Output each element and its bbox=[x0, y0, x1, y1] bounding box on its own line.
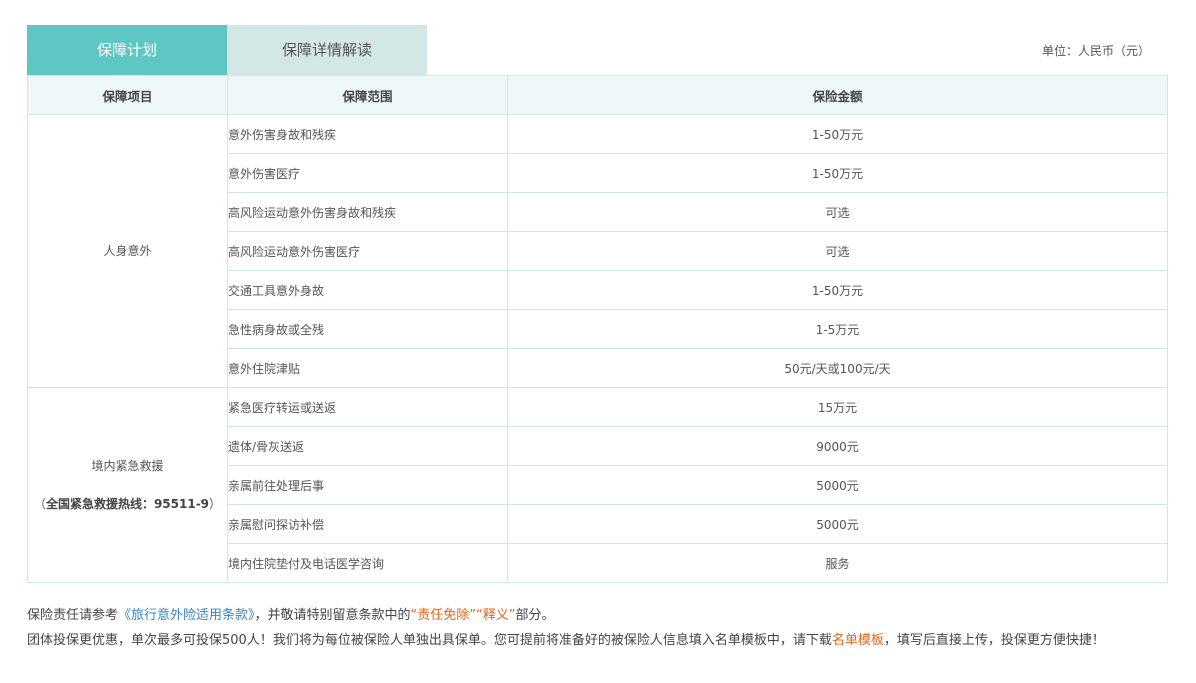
category-domestic-emergency-rescue: 境内紧急救援 （全国紧急救援热线：95511-9） bbox=[27, 387, 228, 583]
scope-cell: 意外伤害身故和残疾 bbox=[227, 114, 508, 154]
amount-cell: 1-50万元 bbox=[507, 153, 1168, 193]
hotline-close-paren: ） bbox=[209, 497, 222, 511]
amount-cell: 1-50万元 bbox=[507, 114, 1168, 154]
currency-unit-label: 单位：人民币（元） bbox=[1041, 44, 1150, 58]
tab-coverage-details[interactable]: 保障详情解读 bbox=[227, 25, 427, 75]
amount-cell: 服务 bbox=[507, 543, 1168, 583]
table-header-row: 保障项目 保障范围 保险金额 bbox=[27, 75, 1168, 115]
table-row: 交通工具意外身故 1-50万元 bbox=[28, 270, 1168, 310]
terms-link[interactable]: 《旅行意外险适用条款》 bbox=[118, 608, 255, 623]
scope-cell: 高风险运动意外伤害身故和残疾 bbox=[227, 192, 508, 232]
terms-note-suffix: 部分。 bbox=[515, 608, 555, 623]
amount-cell: 1-50万元 bbox=[507, 270, 1168, 310]
category-personal-accident: 人身意外 bbox=[27, 114, 228, 388]
table-row: 急性病身故或全残 1-5万元 bbox=[28, 309, 1168, 349]
terms-note-prefix: 保险责任请参考 bbox=[27, 608, 119, 623]
scope-cell: 意外住院津贴 bbox=[227, 348, 508, 388]
terms-note-middle: ，并敬请特别留意条款中的 bbox=[254, 608, 411, 623]
scope-cell: 境内住院垫付及电话医学咨询 bbox=[227, 543, 508, 583]
table-row: 境内紧急救援 （全国紧急救援热线：95511-9） 紧急医疗转运或送返 15万元 bbox=[27, 387, 1168, 583]
scope-cell: 急性病身故或全残 bbox=[227, 309, 508, 349]
category-label: 境内紧急救援 bbox=[91, 459, 164, 473]
table-row: 亲属前往处理后事 5000元 bbox=[28, 465, 1168, 505]
hotline-text: 全国紧急救援热线：95511-9 bbox=[45, 497, 210, 511]
column-header-item: 保障项目 bbox=[27, 75, 228, 115]
rescue-hotline: （全国紧急救援热线：95511-9） bbox=[28, 494, 227, 514]
amount-cell: 15万元 bbox=[507, 387, 1168, 427]
roster-template-link[interactable]: 名单模板 bbox=[831, 633, 884, 648]
table-row: 高风险运动意外伤害医疗 可选 bbox=[28, 231, 1168, 271]
interpretation-link[interactable]: “释义” bbox=[476, 608, 516, 623]
table-row: 遗体/骨灰送返 9000元 bbox=[28, 426, 1168, 466]
scope-cell: 亲属前往处理后事 bbox=[227, 465, 508, 505]
scope-cell: 意外伤害医疗 bbox=[227, 153, 508, 193]
scope-cell: 紧急医疗转运或送返 bbox=[227, 387, 508, 427]
terms-note: 保险责任请参考《旅行意外险适用条款》，并敬请特别留意条款中的“责任免除”“释义”… bbox=[27, 603, 1172, 628]
policy-notes: 保险责任请参考《旅行意外险适用条款》，并敬请特别留意条款中的“责任免除”“释义”… bbox=[27, 603, 1172, 653]
table-row: 人身意外 意外伤害身故和残疾 1-50万元 bbox=[27, 114, 1168, 388]
hotline-open-paren: （ bbox=[33, 497, 46, 511]
amount-cell: 50元/天或100元/天 bbox=[507, 348, 1168, 388]
amount-cell: 9000元 bbox=[507, 426, 1168, 466]
tab-coverage-plan[interactable]: 保障计划 bbox=[27, 25, 227, 75]
amount-cell: 可选 bbox=[507, 231, 1168, 271]
amount-cell: 5000元 bbox=[507, 504, 1168, 544]
group-note-suffix: ，填写后直接上传，投保更方便快捷！ bbox=[883, 633, 1105, 648]
coverage-table: 保障项目 保障范围 保险金额 人身意外 意外伤害身故和残疾 1-50万元 意外伤… bbox=[27, 75, 1168, 583]
plan-tabs: 保障计划 保障详情解读 bbox=[27, 25, 427, 75]
table-row: 境内住院垫付及电话医学咨询 服务 bbox=[28, 543, 1168, 583]
table-row: 高风险运动意外伤害身故和残疾 可选 bbox=[28, 192, 1168, 232]
scope-cell: 亲属慰问探访补偿 bbox=[227, 504, 508, 544]
amount-cell: 5000元 bbox=[507, 465, 1168, 505]
amount-cell: 可选 bbox=[507, 192, 1168, 232]
table-row: 意外伤害医疗 1-50万元 bbox=[28, 153, 1168, 193]
column-header-amount: 保险金额 bbox=[507, 75, 1168, 115]
exemption-link[interactable]: “责任免除” bbox=[410, 608, 477, 623]
amount-cell: 1-5万元 bbox=[507, 309, 1168, 349]
table-row: 意外住院津贴 50元/天或100元/天 bbox=[28, 348, 1168, 388]
scope-cell: 高风险运动意外伤害医疗 bbox=[227, 231, 508, 271]
column-header-scope: 保障范围 bbox=[227, 75, 508, 115]
group-insurance-note: 团体投保更优惠，单次最多可投保500人！我们将为每位被保险人单独出具保单。您可提… bbox=[27, 628, 1172, 653]
scope-cell: 交通工具意外身故 bbox=[227, 270, 508, 310]
group-note-prefix: 团体投保更优惠，单次最多可投保500人！我们将为每位被保险人单独出具保单。您可提… bbox=[27, 633, 832, 648]
scope-cell: 遗体/骨灰送返 bbox=[227, 426, 508, 466]
